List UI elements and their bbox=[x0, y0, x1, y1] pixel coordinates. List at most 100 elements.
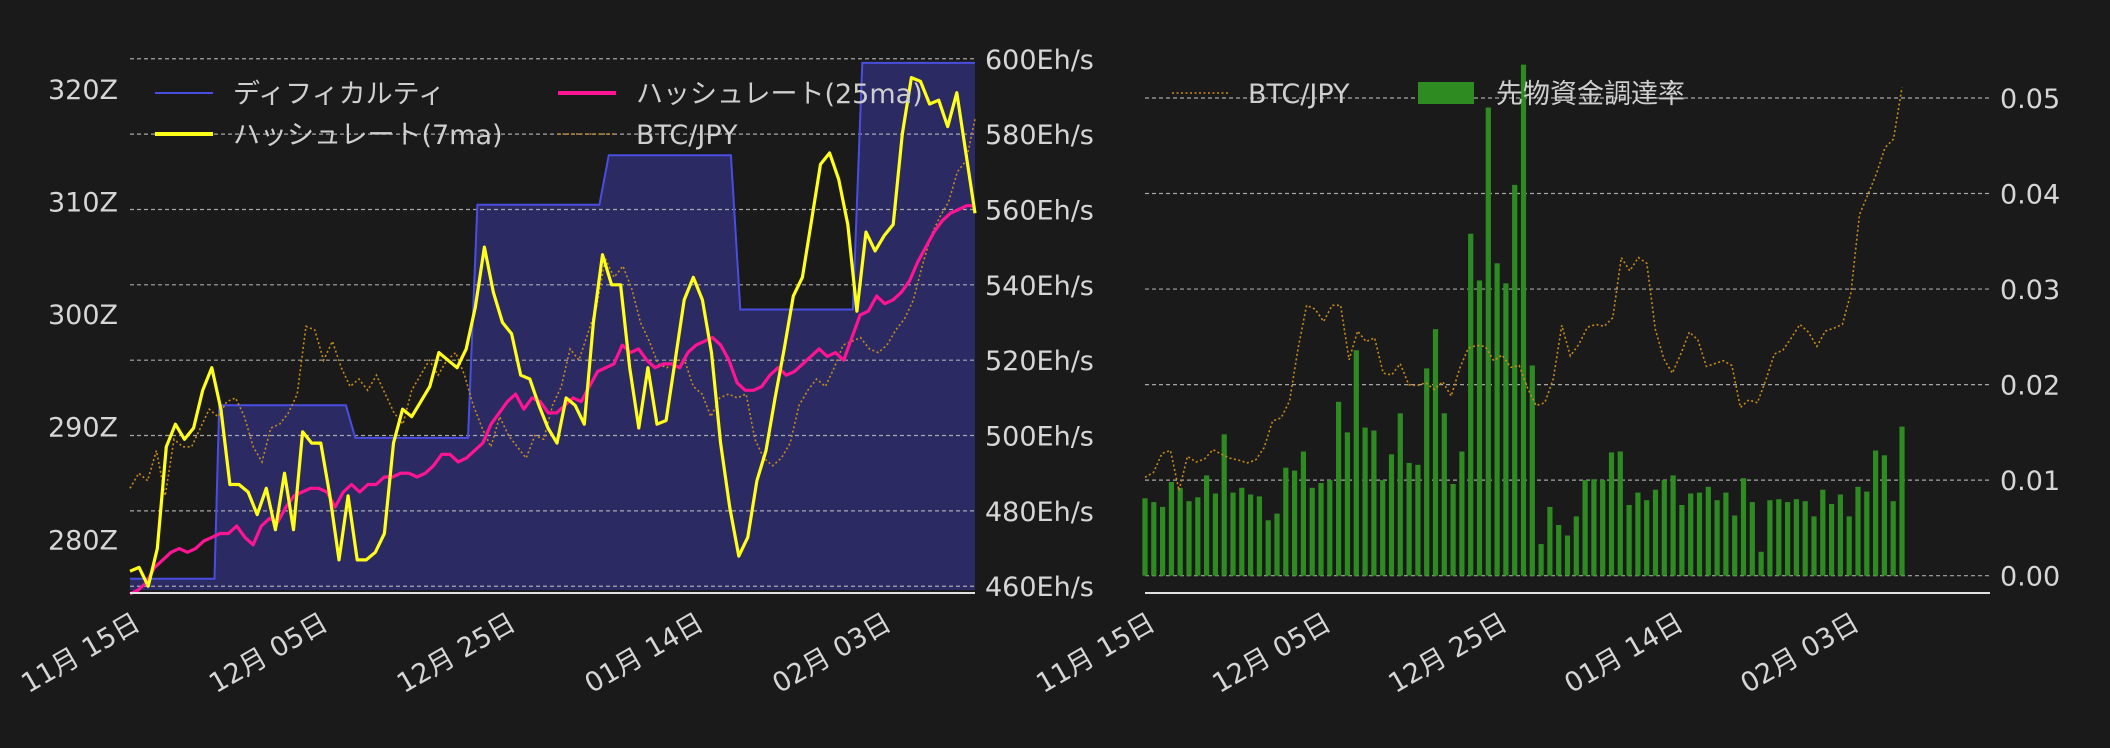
funding-rate-bar bbox=[1855, 486, 1861, 576]
funding-rate-bar bbox=[1740, 478, 1747, 576]
left-chart: 280Z 290Z 300Z 310Z 320Z 460Eh/s 480Eh/s 500Eh/… bbox=[16, 45, 1094, 700]
funding-rate-bar bbox=[1829, 504, 1835, 576]
funding-rate-bar bbox=[1899, 426, 1905, 576]
y-tick-label-right: 0.02 bbox=[2000, 371, 2060, 402]
funding-rate-bar bbox=[1776, 499, 1782, 576]
funding-rate-bar bbox=[1635, 492, 1641, 576]
funding-rate-bar bbox=[1520, 64, 1527, 576]
y-tick-label-right: 520Eh/s bbox=[985, 346, 1094, 377]
funding-rate-bar bbox=[1512, 184, 1518, 576]
y-tick-label-right: 480Eh/s bbox=[985, 497, 1094, 528]
funding-rate-bar bbox=[1723, 492, 1729, 576]
btc-jpy-line bbox=[129, 118, 976, 496]
funding-rate-bar bbox=[1793, 499, 1799, 576]
x-tick-label: 12月 25日 bbox=[1383, 607, 1512, 699]
funding-rate-bar bbox=[1564, 535, 1571, 576]
funding-rate-bar bbox=[1441, 413, 1447, 576]
x-tick-label: 01月 14日 bbox=[580, 607, 709, 699]
legend-label: ハッシュレート(7ma) bbox=[233, 120, 503, 151]
funding-rate-bar bbox=[1873, 450, 1879, 576]
x-tick-label: 11月 15日 bbox=[16, 607, 145, 699]
funding-rate-bar bbox=[1415, 464, 1421, 576]
funding-rate-bar bbox=[1151, 502, 1157, 576]
funding-rate-bar bbox=[1397, 413, 1403, 576]
funding-rate-bar bbox=[1556, 525, 1562, 576]
funding-rate-bar bbox=[1327, 480, 1333, 576]
funding-rate-bar bbox=[1309, 487, 1315, 576]
y-tick-label-right: 560Eh/s bbox=[985, 195, 1094, 226]
funding-rate-bar bbox=[1705, 486, 1711, 576]
funding-rate-bar bbox=[1459, 451, 1465, 576]
y-tick-label-left: 300Z bbox=[48, 300, 118, 331]
funding-rate-bar bbox=[1256, 496, 1262, 576]
funding-rate-bar bbox=[1160, 506, 1166, 576]
funding-rate-bar bbox=[1239, 487, 1245, 576]
funding-rate-bar bbox=[1600, 480, 1606, 576]
x-tick-label: 11月 15日 bbox=[1031, 607, 1160, 699]
funding-rate-bar bbox=[1652, 489, 1659, 576]
funding-rate-bar bbox=[1679, 505, 1685, 576]
y-tick-label-right: 460Eh/s bbox=[985, 572, 1094, 603]
funding-rate-bar bbox=[1318, 483, 1324, 576]
legend-label: BTC/JPY bbox=[636, 120, 738, 151]
funding-rate-bar bbox=[1547, 506, 1553, 576]
funding-rate-bar bbox=[1406, 462, 1412, 576]
funding-rate-bar bbox=[1485, 107, 1491, 576]
legend-label: 先物資金調達率 bbox=[1496, 79, 1685, 110]
funding-rate-bar bbox=[1582, 480, 1588, 576]
funding-rate-bar bbox=[1248, 494, 1254, 576]
x-tick-label: 12月 05日 bbox=[204, 607, 333, 699]
x-tick-label: 12月 25日 bbox=[392, 607, 521, 699]
funding-rate-bar bbox=[1820, 489, 1826, 576]
funding-rate-bar bbox=[1758, 551, 1764, 576]
funding-rate-bar bbox=[1344, 432, 1350, 576]
funding-rate-bar bbox=[1617, 451, 1623, 576]
funding-rate-bar bbox=[1538, 544, 1544, 576]
difficulty-line bbox=[130, 61, 975, 580]
funding-rate-bar bbox=[1388, 454, 1395, 576]
funding-rate-bar bbox=[1274, 513, 1280, 576]
hashrate-25ma-line bbox=[129, 204, 975, 596]
funding-rate-bar bbox=[1212, 493, 1218, 576]
funding-rate-bar bbox=[1424, 368, 1430, 576]
y-tick-label-right: 540Eh/s bbox=[985, 271, 1094, 302]
y-tick-label-right: 600Eh/s bbox=[985, 45, 1094, 76]
funding-rate-bar bbox=[1432, 329, 1439, 576]
funding-rate-bar bbox=[1168, 482, 1174, 576]
funding-rate-bar bbox=[1529, 365, 1535, 576]
funding-rate-bar bbox=[1802, 501, 1808, 576]
y-tick-label-left: 320Z bbox=[48, 75, 118, 106]
y-tick-label-right: 500Eh/s bbox=[985, 422, 1094, 453]
funding-rate-bar bbox=[1300, 451, 1306, 576]
funding-rate-bar bbox=[1608, 452, 1615, 576]
y-tick-label-right: 0.05 bbox=[2000, 84, 2060, 115]
funding-rate-bar bbox=[1749, 502, 1755, 576]
y-tick-label-right: 0.00 bbox=[2000, 562, 2060, 593]
funding-rate-bar bbox=[1661, 480, 1667, 576]
legend-label: BTC/JPY bbox=[1248, 79, 1350, 110]
funding-rate-bar bbox=[1785, 502, 1791, 576]
funding-rate-bar bbox=[1353, 350, 1359, 576]
funding-rate-bar bbox=[1696, 492, 1703, 576]
funding-rate-bar bbox=[1142, 498, 1148, 576]
funding-rate-bar bbox=[1811, 516, 1817, 576]
y-tick-label-right: 0.04 bbox=[2000, 180, 2060, 211]
funding-rate-bar bbox=[1380, 480, 1386, 576]
funding-rate-bar bbox=[1503, 283, 1509, 576]
x-tick-label: 12月 05日 bbox=[1207, 607, 1336, 699]
legend-swatch bbox=[1418, 82, 1474, 104]
btc-jpy-line bbox=[1144, 87, 1903, 491]
x-tick-label: 02月 03日 bbox=[1735, 607, 1864, 699]
x-tick-label: 02月 03日 bbox=[767, 607, 896, 699]
funding-rate-bar bbox=[1362, 427, 1368, 576]
funding-rate-bar bbox=[1688, 493, 1694, 576]
funding-rate-bar bbox=[1644, 500, 1650, 576]
legend-label: ディフィカルティ bbox=[233, 79, 445, 110]
funding-rate-bar bbox=[1837, 494, 1843, 576]
funding-rate-bar bbox=[1626, 505, 1632, 576]
funding-rate-bar bbox=[1221, 434, 1227, 576]
funding-rate-bar bbox=[1732, 515, 1738, 576]
y-tick-label-right: 580Eh/s bbox=[985, 120, 1094, 151]
y-tick-label-right: 0.01 bbox=[2000, 466, 2060, 497]
